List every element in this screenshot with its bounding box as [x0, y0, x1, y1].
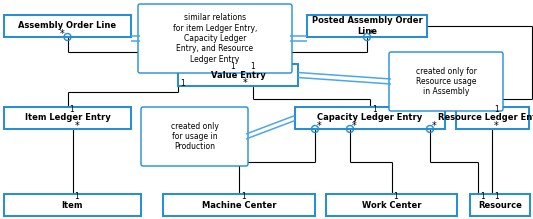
Text: 1: 1: [75, 192, 79, 201]
Text: 1: 1: [480, 192, 484, 201]
Text: Posted Assembly Order
Line: Posted Assembly Order Line: [312, 16, 422, 36]
FancyBboxPatch shape: [4, 194, 141, 216]
Text: 1: 1: [69, 105, 74, 114]
FancyBboxPatch shape: [4, 107, 131, 129]
Text: 1: 1: [180, 79, 185, 88]
Text: Work Center: Work Center: [362, 201, 421, 210]
Text: *: *: [243, 78, 248, 88]
Text: 1: 1: [230, 62, 235, 71]
FancyBboxPatch shape: [138, 4, 292, 73]
Text: similar relations
for item Ledger Entry,
Capacity Ledger
Entry, and Resource
Led: similar relations for item Ledger Entry,…: [173, 13, 257, 64]
FancyBboxPatch shape: [178, 64, 298, 86]
Text: created only
for usage in
Production: created only for usage in Production: [171, 122, 219, 151]
Text: Assembly Order Line: Assembly Order Line: [19, 21, 117, 30]
FancyBboxPatch shape: [163, 194, 315, 216]
FancyBboxPatch shape: [4, 15, 131, 37]
Text: created only for
Resource usage
in Assembly: created only for Resource usage in Assem…: [416, 67, 477, 96]
FancyBboxPatch shape: [389, 52, 503, 111]
Text: *: *: [60, 29, 64, 39]
Text: 1: 1: [495, 105, 499, 114]
Text: *: *: [75, 121, 79, 131]
Text: *: *: [432, 121, 437, 131]
FancyBboxPatch shape: [295, 107, 445, 129]
Text: *: *: [352, 121, 357, 131]
Text: Resource: Resource: [478, 201, 522, 210]
FancyBboxPatch shape: [470, 194, 530, 216]
Text: *: *: [369, 29, 374, 39]
FancyBboxPatch shape: [456, 107, 529, 129]
Text: Capacity Ledger Entry: Capacity Ledger Entry: [317, 113, 423, 122]
FancyBboxPatch shape: [326, 194, 457, 216]
Text: 1: 1: [393, 192, 398, 201]
Text: *: *: [317, 121, 322, 131]
Text: Resource Ledger Entry: Resource Ledger Entry: [439, 113, 533, 122]
Text: *: *: [494, 121, 499, 131]
Text: Value Entry: Value Entry: [211, 71, 265, 79]
Text: 1: 1: [372, 105, 377, 114]
Text: Item Ledger Entry: Item Ledger Entry: [25, 113, 110, 122]
Text: 1: 1: [241, 192, 246, 201]
FancyBboxPatch shape: [141, 107, 248, 166]
Text: Item: Item: [62, 201, 83, 210]
Text: 1: 1: [494, 192, 499, 201]
Text: Machine Center: Machine Center: [202, 201, 276, 210]
Text: 1: 1: [250, 62, 255, 71]
FancyBboxPatch shape: [307, 15, 427, 37]
